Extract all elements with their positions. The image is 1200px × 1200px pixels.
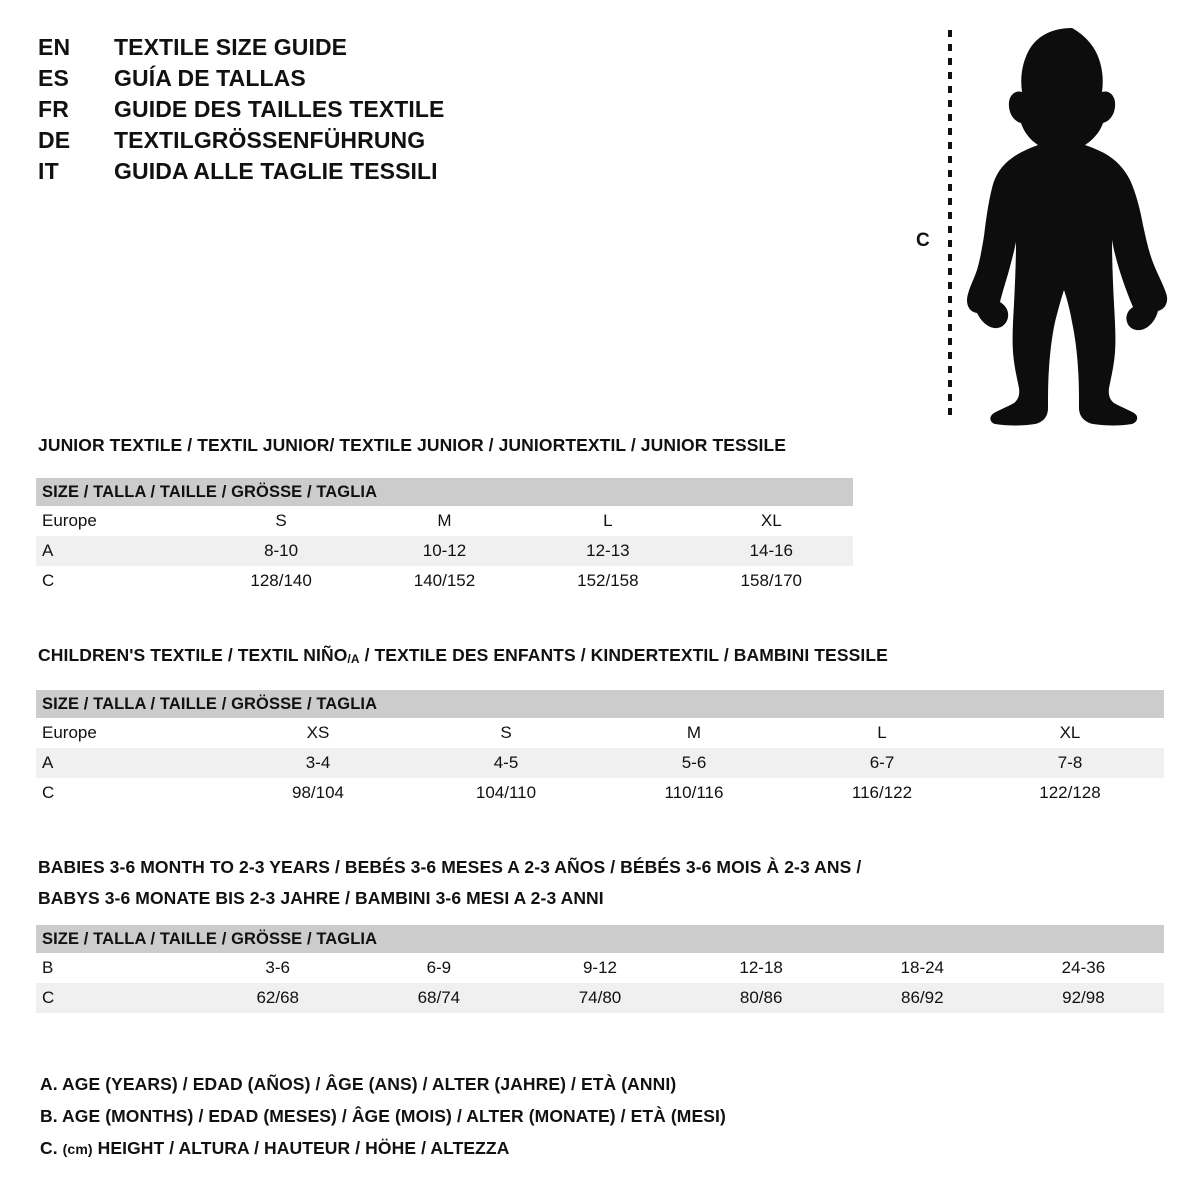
row-label: A bbox=[36, 748, 224, 778]
language-row-fr: FR GUIDE DES TAILLES TEXTILE bbox=[38, 96, 598, 127]
size-bar-label-children: SIZE / TALLA / TAILLE / GRÖSSE / TAGLIA bbox=[36, 690, 1164, 718]
row-label: C bbox=[36, 983, 198, 1013]
cell-value: 3-6 bbox=[197, 953, 359, 983]
cell-value: XL bbox=[689, 506, 853, 536]
table-bar-row: SIZE / TALLA / TAILLE / GRÖSSE / TAGLIA bbox=[36, 690, 1164, 718]
language-code-de: DE bbox=[38, 127, 71, 153]
cell-value: S bbox=[199, 506, 363, 536]
table-row: C 98/104 104/110 110/116 116/122 122/128 bbox=[36, 778, 1164, 808]
cell-value: 9-12 bbox=[519, 953, 681, 983]
cell-value: 14-16 bbox=[689, 536, 853, 566]
cell-value: 152/158 bbox=[526, 566, 690, 596]
cell-value: 80/86 bbox=[680, 983, 842, 1013]
cell-value: 24-36 bbox=[1002, 953, 1164, 983]
cell-value: S bbox=[412, 718, 600, 748]
cell-value: 3-4 bbox=[224, 748, 412, 778]
language-code-es: ES bbox=[38, 65, 70, 91]
cell-value: M bbox=[600, 718, 788, 748]
cell-value: 12-13 bbox=[526, 536, 690, 566]
cell-value: 116/122 bbox=[788, 778, 976, 808]
table-row: A 3-4 4-5 5-6 6-7 7-8 bbox=[36, 748, 1164, 778]
child-silhouette-icon bbox=[967, 28, 1168, 426]
legend-item-c: C. (cm) HEIGHT / ALTURA / HAUTEUR / HÖHE… bbox=[40, 1132, 726, 1164]
cell-value: 12-18 bbox=[680, 953, 842, 983]
row-label: C bbox=[36, 778, 224, 808]
size-table-junior: SIZE / TALLA / TAILLE / GRÖSSE / TAGLIA … bbox=[36, 478, 853, 596]
cell-value: 104/110 bbox=[412, 778, 600, 808]
cell-value: XS bbox=[224, 718, 412, 748]
cell-value: 4-5 bbox=[412, 748, 600, 778]
cell-value: 74/80 bbox=[519, 983, 681, 1013]
row-label: A bbox=[36, 536, 200, 566]
language-row-es: ES GUÍA DE TALLAS bbox=[38, 65, 598, 96]
cell-value: 6-7 bbox=[788, 748, 976, 778]
row-label: C bbox=[36, 566, 200, 596]
cell-value: 62/68 bbox=[197, 983, 359, 1013]
cell-value: 10-12 bbox=[362, 536, 527, 566]
section-heading-babies-line1: BABIES 3-6 MONTH TO 2-3 YEARS / BEBÉS 3-… bbox=[38, 857, 862, 877]
legend-item-c-post: HEIGHT / ALTURA / HAUTEUR / HÖHE / ALTEZ… bbox=[92, 1138, 510, 1158]
cell-value: L bbox=[526, 506, 690, 536]
table-row: Europe XS S M L XL bbox=[36, 718, 1164, 748]
cell-value: 7-8 bbox=[976, 748, 1164, 778]
cell-value: 18-24 bbox=[841, 953, 1003, 983]
section-heading-babies: BABIES 3-6 MONTH TO 2-3 YEARS / BEBÉS 3-… bbox=[38, 857, 861, 909]
height-measurement-figure: C bbox=[900, 12, 1190, 432]
section-heading-babies-line2: BABYS 3-6 MONATE BIS 2-3 JAHRE / BAMBINI… bbox=[38, 888, 604, 908]
legend-item-c-unit: (cm) bbox=[62, 1141, 93, 1157]
section-heading-children-pre: CHILDREN'S TEXTILE / TEXTIL NIÑO bbox=[38, 645, 348, 665]
table-bar-row: SIZE / TALLA / TAILLE / GRÖSSE / TAGLIA bbox=[36, 925, 1164, 953]
section-heading-junior: JUNIOR TEXTILE / TEXTIL JUNIOR/ TEXTILE … bbox=[38, 435, 787, 455]
table-row: B 3-6 6-9 9-12 12-18 18-24 24-36 bbox=[36, 953, 1164, 983]
cell-value: L bbox=[788, 718, 976, 748]
size-table-children: SIZE / TALLA / TAILLE / GRÖSSE / TAGLIA … bbox=[36, 690, 1164, 808]
section-heading-children: CHILDREN'S TEXTILE / TEXTIL NIÑO/A / TEX… bbox=[38, 645, 888, 666]
cell-value: 68/74 bbox=[358, 983, 520, 1013]
cell-value: 110/116 bbox=[600, 778, 788, 808]
legend-block: A. AGE (YEARS) / EDAD (AÑOS) / ÂGE (ANS)… bbox=[40, 1068, 726, 1164]
guide-title-de: TEXTILGRÖSSENFÜHRUNG bbox=[114, 127, 426, 153]
table-row: C 62/68 68/74 74/80 80/86 86/92 92/98 bbox=[36, 983, 1164, 1013]
cell-value: 86/92 bbox=[841, 983, 1003, 1013]
legend-item-a: A. AGE (YEARS) / EDAD (AÑOS) / ÂGE (ANS)… bbox=[40, 1074, 677, 1094]
size-bar-label-junior: SIZE / TALLA / TAILLE / GRÖSSE / TAGLIA bbox=[36, 478, 853, 506]
guide-title-it: GUIDA ALLE TAGLIE TESSILI bbox=[114, 158, 438, 184]
guide-title-es: GUÍA DE TALLAS bbox=[114, 65, 306, 91]
table-bar-row: SIZE / TALLA / TAILLE / GRÖSSE / TAGLIA bbox=[36, 478, 853, 506]
guide-title-fr: GUIDE DES TAILLES TEXTILE bbox=[114, 96, 445, 122]
language-code-en: EN bbox=[38, 34, 71, 60]
cell-value: 128/140 bbox=[199, 566, 363, 596]
language-code-it: IT bbox=[38, 158, 59, 184]
language-row-en: EN TEXTILE SIZE GUIDE bbox=[38, 34, 598, 65]
row-label: B bbox=[36, 953, 198, 983]
language-title-block: EN TEXTILE SIZE GUIDE ES GUÍA DE TALLAS … bbox=[38, 34, 598, 189]
height-marker-label: C bbox=[916, 230, 930, 251]
cell-value: 6-9 bbox=[358, 953, 520, 983]
row-label: Europe bbox=[36, 718, 224, 748]
cell-value: 122/128 bbox=[976, 778, 1164, 808]
section-heading-children-post: / TEXTILE DES ENFANTS / KINDERTEXTIL / B… bbox=[359, 645, 888, 665]
cell-value: XL bbox=[976, 718, 1164, 748]
legend-item-b: B. AGE (MONTHS) / EDAD (MESES) / ÂGE (MO… bbox=[40, 1106, 726, 1126]
table-row: C 128/140 140/152 152/158 158/170 bbox=[36, 566, 853, 596]
section-heading-children-sub: /A bbox=[347, 652, 360, 666]
row-label: Europe bbox=[36, 506, 200, 536]
language-row-de: DE TEXTILGRÖSSENFÜHRUNG bbox=[38, 127, 598, 158]
cell-value: 140/152 bbox=[362, 566, 527, 596]
language-row-it: IT GUIDA ALLE TAGLIE TESSILI bbox=[38, 158, 598, 189]
size-table-babies: SIZE / TALLA / TAILLE / GRÖSSE / TAGLIA … bbox=[36, 925, 1164, 1013]
cell-value: 158/170 bbox=[689, 566, 853, 596]
language-code-fr: FR bbox=[38, 96, 70, 122]
table-row: A 8-10 10-12 12-13 14-16 bbox=[36, 536, 853, 566]
height-dotted-line bbox=[948, 30, 952, 422]
cell-value: 92/98 bbox=[1002, 983, 1164, 1013]
table-row: Europe S M L XL bbox=[36, 506, 853, 536]
cell-value: 98/104 bbox=[224, 778, 412, 808]
size-bar-label-babies: SIZE / TALLA / TAILLE / GRÖSSE / TAGLIA bbox=[36, 925, 1164, 953]
cell-value: M bbox=[362, 506, 527, 536]
cell-value: 8-10 bbox=[199, 536, 363, 566]
guide-title-en: TEXTILE SIZE GUIDE bbox=[114, 34, 348, 60]
cell-value: 5-6 bbox=[600, 748, 788, 778]
legend-item-c-pre: C. bbox=[40, 1138, 63, 1158]
